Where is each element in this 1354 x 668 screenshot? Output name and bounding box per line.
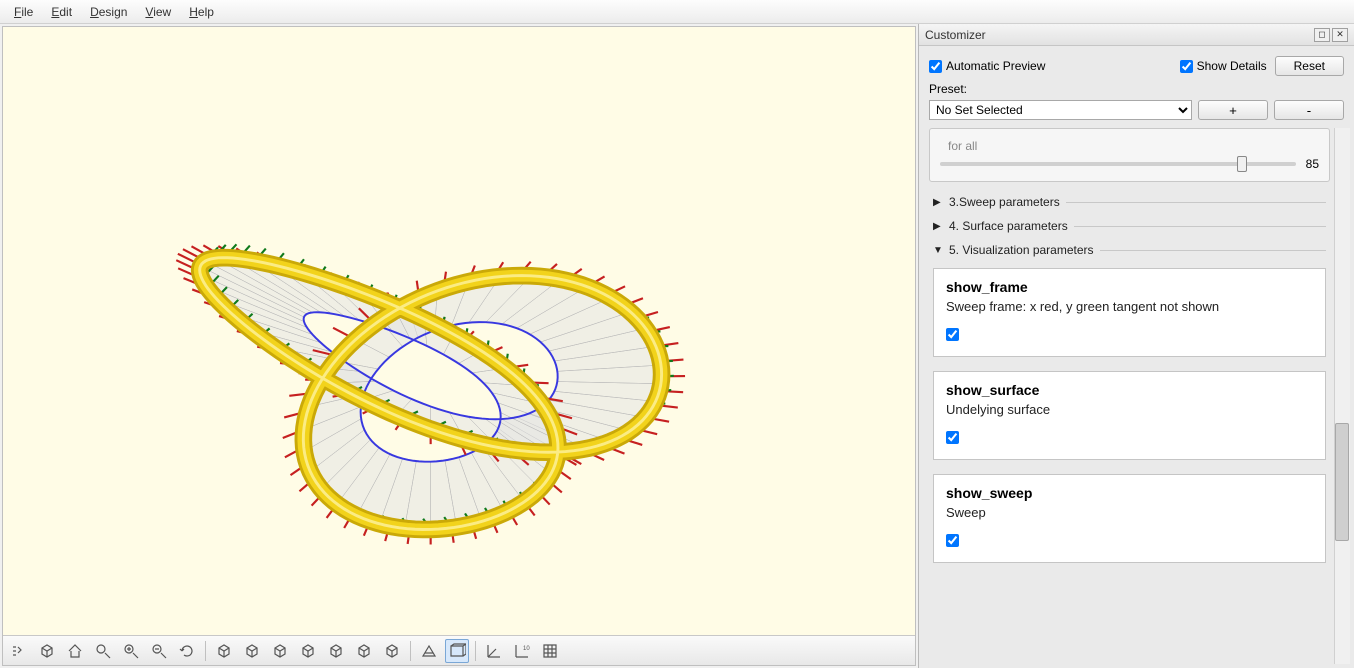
axes-icon[interactable]	[482, 639, 506, 663]
iso1-icon[interactable]	[212, 639, 236, 663]
panel-title: Customizer	[925, 28, 986, 42]
scrollbar-track[interactable]	[1334, 128, 1350, 664]
menu-edit[interactable]: Edit	[43, 3, 80, 21]
persp-icon[interactable]	[417, 639, 441, 663]
param-show_surface: show_surface Undelying surface	[933, 371, 1326, 460]
triangle-right-icon: ▶	[933, 221, 943, 232]
iso7-icon[interactable]	[380, 639, 404, 663]
menubar: FileEditDesignViewHelp	[0, 0, 1354, 24]
preset-select[interactable]: No Set Selected	[929, 100, 1192, 120]
zoom-out-icon[interactable]	[147, 639, 171, 663]
param-title: show_frame	[946, 279, 1313, 295]
iso5-icon[interactable]	[324, 639, 348, 663]
param-show_frame: show_frame Sweep frame: x red, y green ta…	[933, 268, 1326, 357]
param-checkbox[interactable]	[946, 534, 959, 547]
home-icon[interactable]	[63, 639, 87, 663]
auto-preview-checkbox[interactable]: Automatic Preview	[929, 59, 1045, 73]
iso2-icon[interactable]	[240, 639, 264, 663]
param-checkbox[interactable]	[946, 328, 959, 341]
triangle-right-icon: ▶	[933, 197, 943, 208]
slider-label: for all	[940, 139, 1319, 157]
customizer-panel: Customizer ◻ ✕ Automatic Preview Show De…	[918, 24, 1354, 668]
truncated-slider-group: for all85	[929, 128, 1330, 182]
zoom-icon[interactable]	[91, 639, 115, 663]
cube-wire-icon[interactable]	[35, 639, 59, 663]
ortho-icon[interactable]	[445, 639, 469, 663]
param-desc: Undelying surface	[946, 402, 1313, 417]
menu-design[interactable]: Design	[82, 3, 135, 21]
triangle-down-icon: ▼	[933, 245, 943, 256]
overflow-icon[interactable]	[7, 639, 31, 663]
slider-value: 85	[1306, 157, 1319, 171]
panel-close-icon[interactable]: ✕	[1332, 28, 1348, 42]
zoom-in-icon[interactable]	[119, 639, 143, 663]
grid-icon[interactable]	[538, 639, 562, 663]
preset-add-button[interactable]: +	[1198, 100, 1268, 120]
param-checkbox[interactable]	[946, 431, 959, 444]
section-header[interactable]: ▶3.Sweep parameters	[929, 190, 1330, 214]
param-show_sweep: show_sweep Sweep	[933, 474, 1326, 563]
iso3-icon[interactable]	[268, 639, 292, 663]
param-title: show_sweep	[946, 485, 1313, 501]
axes-num-icon[interactable]: 10	[510, 639, 534, 663]
params-scroll[interactable]: for all85 ▶3.Sweep parameters▶4. Surface …	[929, 128, 1350, 664]
scrollbar-thumb[interactable]	[1335, 423, 1349, 541]
refresh-icon[interactable]	[175, 639, 199, 663]
viewport-3d[interactable]	[3, 27, 915, 635]
panel-dock-icon[interactable]: ◻	[1314, 28, 1330, 42]
param-desc: Sweep frame: x red, y green tangent not …	[946, 299, 1313, 314]
preset-remove-button[interactable]: -	[1274, 100, 1344, 120]
svg-text:10: 10	[523, 646, 530, 652]
viewport-panel: 10	[2, 26, 916, 666]
menu-file[interactable]: File	[6, 3, 41, 21]
iso6-icon[interactable]	[352, 639, 376, 663]
section-header[interactable]: ▼5. Visualization parameters	[929, 238, 1330, 262]
viewport-toolbar: 10	[3, 635, 915, 665]
menu-view[interactable]: View	[137, 3, 179, 21]
param-desc: Sweep	[946, 505, 1313, 520]
reset-button[interactable]: Reset	[1275, 56, 1344, 76]
slider[interactable]	[940, 162, 1296, 166]
iso4-icon[interactable]	[296, 639, 320, 663]
section-header[interactable]: ▶4. Surface parameters	[929, 214, 1330, 238]
preset-label: Preset:	[929, 82, 1344, 96]
menu-help[interactable]: Help	[181, 3, 222, 21]
param-title: show_surface	[946, 382, 1313, 398]
show-details-checkbox[interactable]: Show Details	[1180, 59, 1267, 73]
